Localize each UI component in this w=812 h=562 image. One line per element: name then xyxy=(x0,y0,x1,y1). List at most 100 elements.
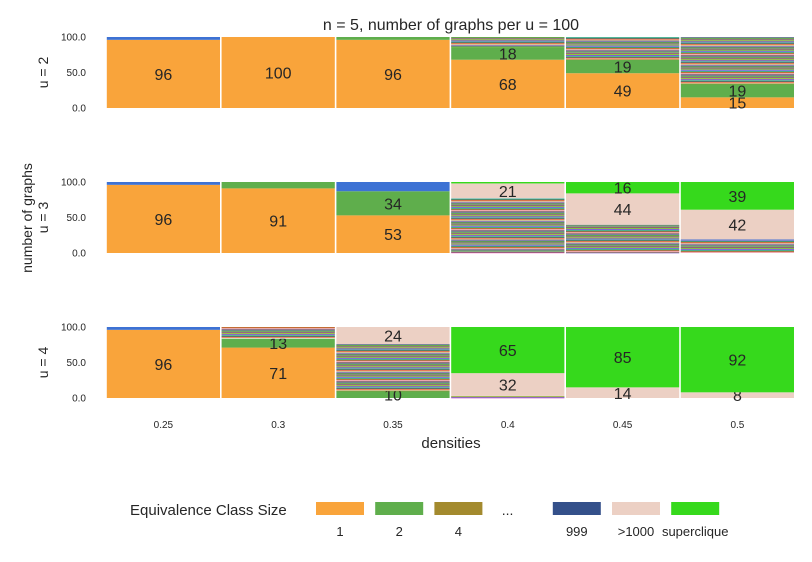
bar-stripe xyxy=(451,396,565,398)
bar-segment xyxy=(106,329,220,398)
bar-segment-many-classes xyxy=(451,395,565,399)
bar-stripe xyxy=(566,235,680,236)
bar-stripe xyxy=(566,54,680,56)
bar-stripe xyxy=(451,223,565,225)
bar-stripe xyxy=(680,63,794,65)
bar-stripe xyxy=(680,66,794,68)
bar-value-label: 10 xyxy=(384,387,402,404)
bar-stripe xyxy=(336,354,450,356)
bar-stripe xyxy=(451,232,565,234)
bar-stripe xyxy=(680,70,794,71)
bar-stripe xyxy=(336,390,450,392)
bar-stripe xyxy=(566,236,680,238)
legend-label: superclique xyxy=(662,524,729,539)
bar-stripe xyxy=(336,382,450,384)
bar-stripe xyxy=(680,54,794,56)
bar-stripe xyxy=(680,249,794,251)
bar-stripe xyxy=(336,376,450,378)
bar-stripe xyxy=(336,352,450,353)
bar-stripe xyxy=(566,37,680,39)
bar-stripe xyxy=(566,238,680,240)
bar-stripe xyxy=(451,243,565,244)
bar-stripe xyxy=(336,362,450,364)
bar-stripe xyxy=(680,67,794,69)
bar-stripe xyxy=(336,377,450,378)
bar-stripe xyxy=(336,386,450,388)
bar-stripe xyxy=(221,329,335,331)
bar-stripe xyxy=(451,215,565,217)
bar-stripe xyxy=(451,231,565,233)
bar-stripe xyxy=(680,79,794,80)
bar-stripe xyxy=(336,358,450,360)
bar-value-label: 96 xyxy=(155,212,173,229)
bar-stripe xyxy=(566,43,680,44)
bar-stripe xyxy=(680,64,794,66)
bar-stripe xyxy=(451,224,565,226)
bar-stripe xyxy=(680,247,794,249)
bar-stripe xyxy=(451,226,565,228)
bar-stripe xyxy=(221,327,335,329)
bar-stripe xyxy=(566,38,680,40)
bar-stripe xyxy=(451,200,565,202)
bar-segment xyxy=(680,182,794,210)
bar-stripe xyxy=(336,361,450,363)
bar-stripe xyxy=(680,242,794,244)
bar-stripe xyxy=(451,238,565,240)
bar-stripe xyxy=(566,56,680,58)
bar-stripe xyxy=(221,331,335,333)
bar-segment xyxy=(451,59,565,108)
bar-stripe xyxy=(451,38,565,40)
bar-stripe xyxy=(566,244,680,246)
bar-stripe xyxy=(566,235,680,237)
bar-stripe xyxy=(221,332,335,334)
bar-stripe xyxy=(336,372,450,374)
bar-stripe xyxy=(221,327,335,329)
bar-stripe xyxy=(680,56,794,58)
bar-stripe xyxy=(680,81,794,83)
bar-stripe xyxy=(336,349,450,351)
bar-stripe xyxy=(336,347,450,349)
bar-stripe xyxy=(680,68,794,70)
bar-value-label: 32 xyxy=(499,378,517,395)
bar-stripe xyxy=(566,227,680,229)
bar-segment-many-classes xyxy=(680,37,794,85)
bar-stripe xyxy=(451,45,565,47)
bar-stripe xyxy=(680,65,794,67)
bar-stripe xyxy=(451,209,565,210)
bar-stripe xyxy=(451,250,565,252)
bar-stripe xyxy=(680,50,794,52)
legend-swatch xyxy=(375,502,424,515)
bar-stripe xyxy=(451,236,565,238)
bar-stripe xyxy=(566,240,680,242)
bar-stripe xyxy=(451,234,565,236)
bar-segment xyxy=(451,183,565,199)
bar-stripe xyxy=(566,226,680,228)
bar-stripe xyxy=(566,39,680,41)
bar-stripe xyxy=(336,385,450,386)
bar-stripe xyxy=(336,382,450,384)
bar-stripe xyxy=(451,215,565,217)
bar-stripe xyxy=(680,61,794,62)
bar-value-label: 96 xyxy=(155,67,173,84)
bar-stripe xyxy=(680,45,794,47)
bar-stripe xyxy=(221,337,335,339)
bar-stripe xyxy=(221,333,335,335)
bar-stripe xyxy=(451,44,565,45)
bar-stripe xyxy=(336,370,450,372)
bar-stripe xyxy=(336,360,450,361)
bar-stripe xyxy=(566,252,680,254)
bar-stripe xyxy=(680,55,794,57)
bar-stripe xyxy=(336,352,450,354)
bar-stripe xyxy=(451,202,565,203)
bar-stripe xyxy=(336,371,450,373)
bar-stripe xyxy=(680,83,794,85)
bar-stripe xyxy=(566,251,680,253)
bar-stripe xyxy=(451,231,565,233)
bar-stripe xyxy=(451,207,565,209)
bar-stripe xyxy=(566,231,680,233)
bar-stripe xyxy=(336,368,450,370)
bar-stripe xyxy=(451,243,565,245)
bar-stripe xyxy=(451,244,565,246)
bar-stripe xyxy=(336,378,450,379)
bar-stripe xyxy=(451,201,565,203)
